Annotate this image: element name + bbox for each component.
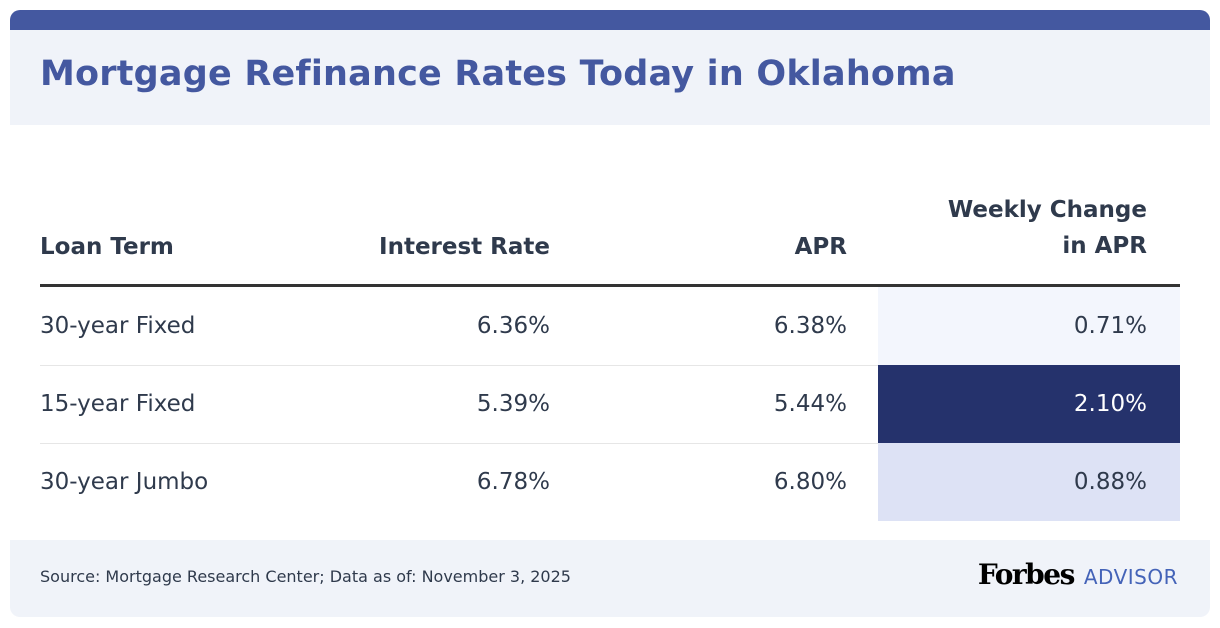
- loan-term: 15-year Fixed: [40, 391, 196, 417]
- apr: 5.44%: [773, 391, 847, 417]
- loan-term: 30-year Fixed: [40, 313, 196, 339]
- apr: 6.38%: [773, 313, 847, 339]
- source-note: Source: Mortgage Research Center; Data a…: [40, 567, 571, 586]
- loan-term: 30-year Jumbo: [40, 469, 209, 495]
- header-weekly-change-line1: Weekly Change: [947, 197, 1147, 223]
- top-accent-bar: [10, 10, 1210, 30]
- apr: 6.80%: [773, 469, 847, 495]
- header-loan-term: Loan Term: [40, 234, 174, 260]
- header: Mortgage Refinance Rates Today in Oklaho…: [10, 30, 1210, 125]
- header-weekly-change-line2: in APR: [1062, 233, 1147, 259]
- interest-rate: 5.39%: [476, 391, 550, 417]
- header-weekly-change: Weekly Change in APR: [948, 192, 1147, 264]
- weekly-change: 2.10%: [878, 365, 1180, 443]
- header-apr: APR: [794, 234, 847, 260]
- weekly-change: 0.71%: [878, 287, 1180, 365]
- table-row: 30-year Jumbo 6.78% 6.80% 0.88%: [40, 443, 1180, 521]
- header-divider: [40, 284, 1180, 287]
- weekly-change: 0.88%: [878, 443, 1180, 521]
- logo-forbes: Forbes: [977, 558, 1075, 591]
- header-interest-rate: Interest Rate: [379, 234, 550, 260]
- table-row: 30-year Fixed 6.36% 6.38% 0.71%: [40, 287, 1180, 366]
- interest-rate: 6.36%: [476, 313, 550, 339]
- interest-rate: 6.78%: [476, 469, 550, 495]
- logo-advisor: ADVISOR: [1083, 565, 1178, 589]
- table-row: 15-year Fixed 5.39% 5.44% 2.10%: [40, 365, 1180, 444]
- page-title: Mortgage Refinance Rates Today in Oklaho…: [40, 54, 956, 94]
- forbes-advisor-logo: Forbes ADVISOR: [978, 558, 1178, 591]
- footer: Source: Mortgage Research Center; Data a…: [10, 540, 1210, 617]
